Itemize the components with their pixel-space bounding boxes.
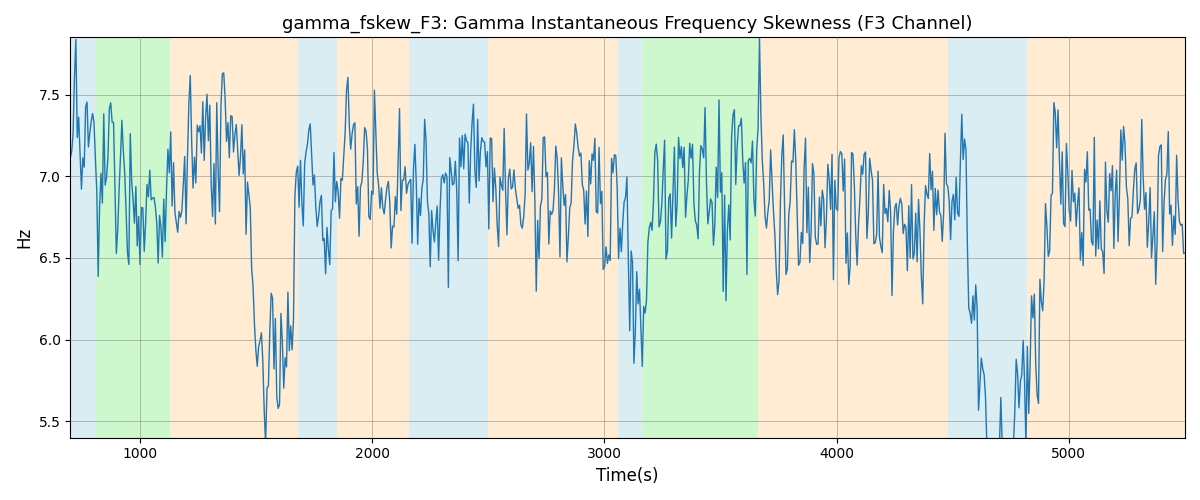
Bar (618, 38, 642, 438)
Y-axis label: Hz: Hz (16, 227, 34, 248)
Bar (948, 38, 1027, 438)
Bar (337, 38, 409, 438)
Title: gamma_fskew_F3: Gamma Instantaneous Frequency Skewness (F3 Channel): gamma_fskew_F3: Gamma Instantaneous Freq… (282, 15, 973, 34)
Bar (71, 38, 96, 438)
X-axis label: Time(s): Time(s) (596, 467, 659, 485)
Bar (1027, 38, 1186, 438)
Bar (642, 38, 757, 438)
Bar (757, 38, 788, 438)
Bar (96, 38, 170, 438)
Bar (409, 38, 488, 438)
Bar (488, 38, 618, 438)
Bar (298, 38, 337, 438)
Bar (788, 38, 948, 438)
Bar (170, 38, 298, 438)
